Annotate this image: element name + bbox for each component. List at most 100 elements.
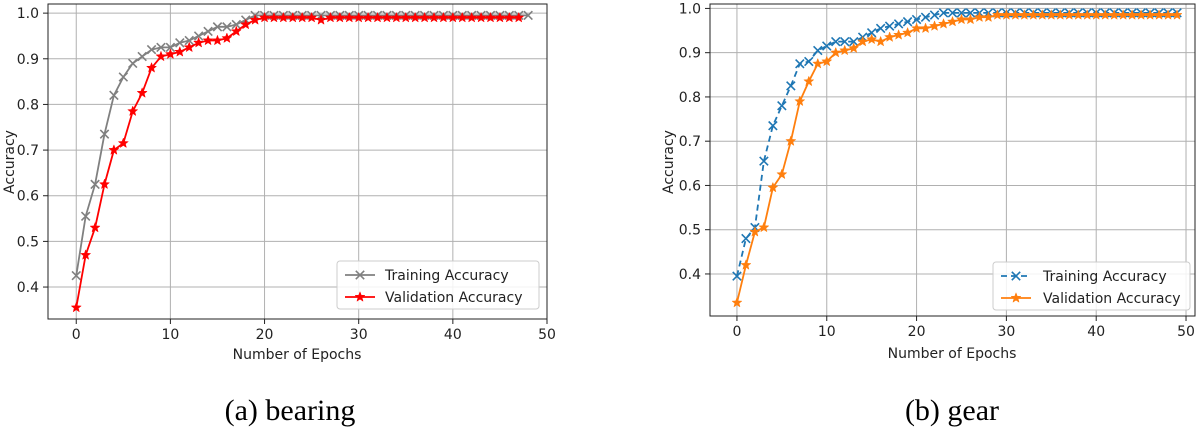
data-point — [211, 34, 224, 46]
data-point — [741, 233, 751, 244]
plot-frame — [709, 3, 1196, 317]
data-point — [794, 95, 806, 107]
series-line-validation-accuracy — [736, 14, 1178, 303]
data-point — [296, 11, 308, 23]
y-tick-label: 0.7 — [17, 143, 39, 159]
data-point — [268, 11, 280, 23]
data-point — [875, 35, 887, 47]
data-point — [80, 211, 91, 222]
series-training-accuracy — [71, 10, 533, 281]
data-point — [315, 14, 327, 25]
x-tick-label: 50 — [538, 327, 556, 343]
data-point — [893, 19, 904, 29]
data-point — [919, 22, 932, 34]
y-tick-label: 0.9 — [679, 46, 701, 62]
data-point — [70, 301, 82, 313]
legend-marker-validation-accuracy — [1010, 292, 1022, 303]
data-point — [848, 36, 859, 47]
data-point — [136, 87, 148, 98]
data-point — [956, 8, 967, 18]
data-point — [982, 11, 995, 23]
data-point — [475, 11, 487, 23]
data-point — [174, 46, 186, 57]
legend-box — [336, 260, 540, 310]
data-point — [1063, 9, 1075, 20]
data-point — [803, 75, 815, 87]
series-training-accuracy — [732, 8, 1182, 281]
legend-label-training: Training Accuracy — [1042, 269, 1167, 285]
data-point — [353, 11, 365, 23]
data-point — [71, 270, 82, 281]
data-point — [768, 120, 778, 131]
legend-marker-training-accuracy — [355, 270, 365, 280]
data-point — [184, 35, 194, 46]
data-point — [390, 11, 402, 23]
data-point — [946, 15, 959, 27]
x-tick-label: 0 — [732, 324, 741, 340]
data-point — [1135, 9, 1147, 20]
y-tick-label: 0.5 — [17, 234, 39, 250]
data-point — [156, 42, 166, 53]
data-point — [1054, 9, 1066, 20]
data-point — [732, 271, 742, 281]
data-point — [812, 57, 824, 69]
data-point — [1081, 9, 1093, 20]
data-point — [203, 26, 213, 37]
data-point — [183, 41, 195, 53]
data-point — [937, 17, 950, 29]
data-point — [175, 38, 185, 48]
y-tick-label: 0.5 — [679, 223, 701, 239]
data-point — [127, 58, 138, 69]
data-point — [221, 32, 233, 44]
data-point — [222, 22, 232, 32]
data-point — [447, 11, 459, 23]
data-point — [98, 178, 111, 190]
data-point — [947, 8, 958, 18]
data-point — [523, 10, 533, 21]
legend-label-validation: Validation Accuracy — [1043, 291, 1181, 307]
data-point — [409, 11, 421, 23]
series-validation-accuracy — [70, 11, 525, 313]
data-point — [202, 34, 214, 46]
data-point — [306, 11, 318, 23]
data-point — [857, 35, 869, 47]
x-tick-label: 30 — [997, 324, 1015, 340]
data-point — [1162, 9, 1174, 20]
data-point — [776, 168, 788, 180]
legend-label-validation: Validation Accuracy — [385, 290, 523, 306]
y-tick-label: 0.6 — [17, 189, 39, 205]
series-validation-accuracy — [731, 9, 1183, 308]
data-point — [277, 11, 289, 23]
data-point — [513, 11, 525, 23]
data-point — [830, 36, 841, 47]
data-point — [324, 11, 337, 23]
y-tick-label: 0.4 — [17, 280, 39, 296]
data-point — [80, 249, 92, 260]
data-point — [839, 36, 850, 47]
plot-frame — [47, 3, 548, 320]
data-point — [381, 11, 393, 23]
data-point — [848, 42, 860, 54]
data-point — [767, 181, 779, 193]
y-axis-label: Accuracy — [2, 130, 18, 194]
data-point — [287, 11, 299, 23]
data-point — [965, 8, 976, 18]
data-point — [1153, 9, 1165, 20]
data-point — [230, 25, 242, 37]
y-tick-label: 0.8 — [679, 90, 701, 106]
data-point — [89, 221, 101, 233]
data-point — [884, 21, 895, 31]
data-point — [731, 296, 743, 308]
data-point — [785, 135, 797, 146]
data-point — [108, 144, 120, 155]
data-point — [991, 9, 1004, 20]
data-point — [1027, 9, 1039, 20]
data-point — [484, 11, 497, 23]
data-point — [759, 156, 769, 166]
data-point — [902, 16, 913, 27]
y-tick-label: 0.4 — [679, 267, 701, 283]
data-point — [418, 11, 431, 23]
data-point — [137, 51, 147, 62]
data-point — [830, 46, 842, 58]
